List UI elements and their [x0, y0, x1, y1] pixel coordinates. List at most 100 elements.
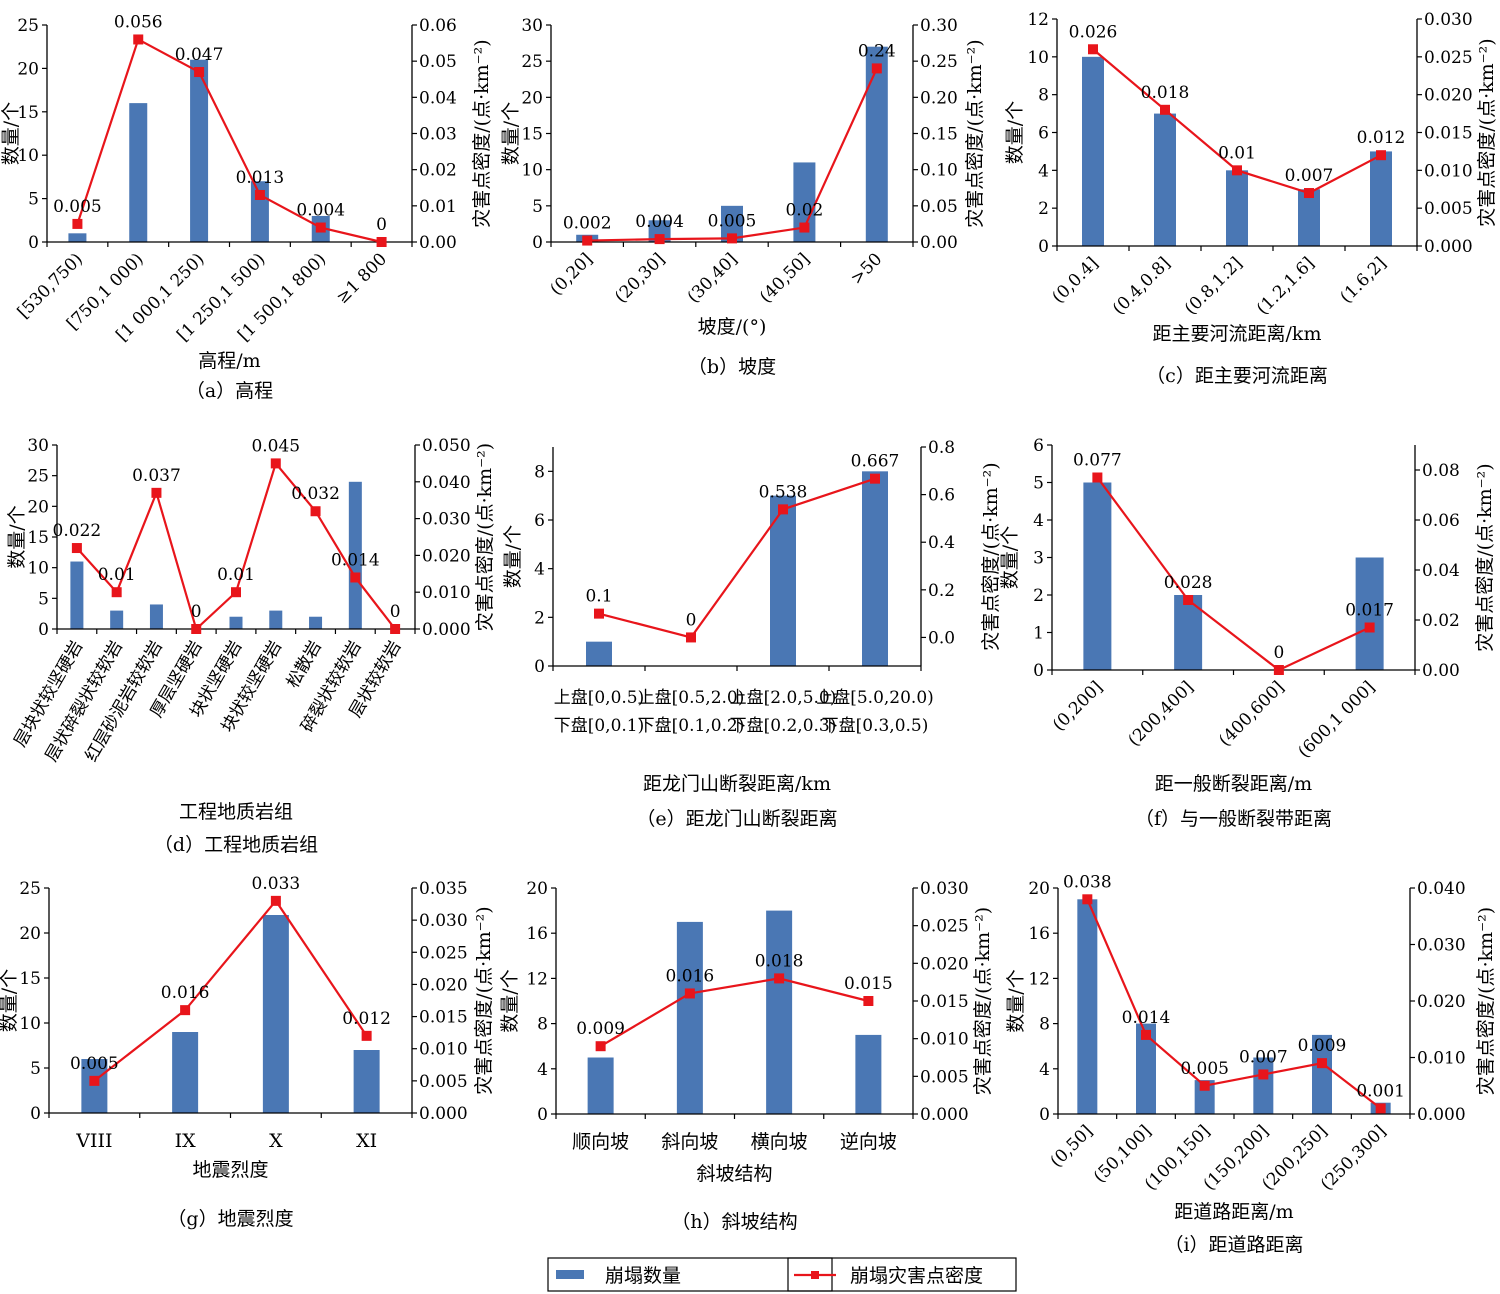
x-tick-label-2: 下盘[0.2,0.3): [730, 716, 837, 736]
y2-axis-label: 灾害点密度/(点·km⁻²): [1476, 38, 1498, 226]
y2-tick-label: 0.03: [419, 125, 457, 145]
chart-e: 0 2 4 6 8 0.0 0.2 0.4 0.6 0.8 上盘[0,0.5) 下盘[0,0.1) 上盘…: [502, 438, 1002, 830]
density-point-a-2: [194, 67, 205, 78]
x-tick-label: 斜向坡: [661, 1131, 718, 1153]
data-label: 0.1: [585, 587, 612, 607]
y-tick-label: 0: [28, 233, 39, 253]
bar-b-3: [793, 162, 816, 242]
density-point-a-0: [72, 218, 83, 229]
y-axis-label: 数量/个: [502, 525, 524, 588]
data-label: 0.015: [844, 974, 893, 994]
y-tick-label: 6: [1038, 124, 1049, 144]
density-point-i-4: [1317, 1058, 1327, 1069]
density-point-g-3: [361, 1030, 372, 1041]
bar-g-1: [172, 1032, 199, 1113]
x-tick-label: 松散岩: [283, 638, 326, 692]
y2-axis-label: 灾害点密度/(点·km⁻²): [474, 443, 496, 631]
bar-i-0: [1077, 899, 1098, 1114]
density-point-i-0: [1082, 894, 1093, 905]
y2-axis-label: 灾害点密度/(点·km⁻²): [980, 462, 1002, 650]
y2-tick-label: 0.010: [422, 583, 471, 603]
data-label: 0.032: [291, 484, 340, 504]
y2-tick-label: 0.000: [419, 1104, 468, 1124]
y2-tick-label: 0.030: [422, 510, 471, 530]
density-point-d-5: [270, 458, 281, 469]
x-axis-label: 距主要河流距离/km: [1153, 323, 1322, 345]
y-tick-label: 8: [1038, 86, 1049, 106]
chart-f: 0 1 2 3 4 5 6 0.00 0.02 0.04 0.06 0.08 (0,200] (200,4…: [999, 436, 1496, 830]
x-tick-label: (40,50]: [756, 249, 814, 307]
x-tick-label: (0.8,1.2]: [1181, 253, 1247, 319]
bar-g-0: [81, 1059, 108, 1113]
data-label: 0: [1273, 643, 1284, 663]
density-point-i-5: [1375, 1103, 1386, 1114]
y-tick-label: 15: [17, 103, 39, 123]
y-tick-label: 20: [17, 59, 39, 79]
y-tick-label: 8: [1039, 1015, 1050, 1035]
x-tick-label: 顺向坡: [572, 1131, 629, 1153]
y-tick-label: 0: [30, 1104, 41, 1124]
y-tick-label: 4: [1039, 1060, 1050, 1080]
data-label: 0.007: [1239, 1047, 1288, 1067]
data-label: 0.009: [1298, 1036, 1347, 1056]
y-tick-label: 5: [38, 589, 49, 609]
data-label: 0.005: [708, 211, 757, 231]
y2-tick-label: 0.030: [1417, 936, 1466, 956]
y2-tick-label: 0.020: [1417, 992, 1466, 1012]
y2-tick-label: 0.08: [1422, 461, 1460, 481]
bar-b-1: [648, 220, 671, 242]
y2-axis-label: 灾害点密度/(点·km⁻²): [1475, 907, 1497, 1095]
data-label: 0.016: [666, 966, 715, 986]
y-axis-label: 数量/个: [999, 526, 1021, 589]
y-tick-label: 12: [526, 969, 548, 989]
y-axis-label: 数量/个: [1004, 101, 1026, 164]
data-label: 0.667: [851, 452, 900, 472]
density-point-b-2: [727, 233, 737, 244]
x-tick-label: 上盘[2.0,5.0): [730, 688, 837, 708]
y-axis-label: 数量/个: [6, 505, 28, 568]
y-tick-label: 8: [537, 1015, 548, 1035]
x-tick-label: (0.4,0.8]: [1109, 253, 1175, 319]
y2-tick-label: 0.05: [419, 52, 457, 72]
data-label: 0.013: [236, 168, 285, 188]
x-axis-label: 距龙门山断裂距离/km: [643, 773, 831, 795]
y2-tick-label: 0.015: [1424, 124, 1473, 144]
x-tick-label: (30,40]: [684, 249, 742, 307]
chart-d: 0510152025300.0000.0100.0200.0300.0400.0…: [6, 436, 496, 856]
density-point-e-3: [870, 473, 880, 484]
bar-g-3: [353, 1050, 380, 1113]
y2-tick-label: 0.020: [422, 546, 471, 566]
subfigure-caption: （c）距主要河流距离: [1146, 365, 1328, 387]
subfigure-caption: （h）斜坡结构: [671, 1211, 797, 1233]
y2-tick-label: 0.02: [419, 161, 457, 181]
y-tick-label: 30: [27, 436, 49, 456]
y2-tick-label: 0.04: [419, 88, 457, 108]
density-line-a: [76, 37, 382, 244]
y2-tick-label: 0.030: [419, 911, 468, 931]
density-line-f: [1096, 476, 1371, 672]
y2-tick-label: 0.000: [920, 1105, 969, 1125]
chart-b: 0 5 10 15 20 25 30 0.00 0.05 0.10 0.15 0.20 0.25 0.30…: [500, 16, 986, 378]
data-label: 0.009: [576, 1019, 625, 1039]
data-label: 0.538: [759, 482, 808, 502]
y2-tick-label: 0.005: [920, 1067, 969, 1087]
bar-a-1: [129, 103, 148, 243]
y2-tick-label: 0.035: [419, 879, 468, 899]
y-tick-label: 5: [30, 1059, 41, 1079]
data-label: 0.056: [114, 12, 163, 32]
y-tick-label: 4: [1038, 161, 1049, 181]
bar-c-2: [1226, 170, 1248, 246]
x-tick-label: 上盘[5.0,20.0): [816, 688, 934, 708]
y2-tick-label: 0.0: [928, 628, 955, 648]
y2-tick-label: 0.000: [1417, 1105, 1466, 1125]
y-tick-label: 5: [532, 197, 543, 217]
bar-d-6: [309, 616, 323, 629]
density-point-a-1: [133, 34, 144, 45]
y2-axis-label: 灾害点密度/(点·km⁻²): [1474, 463, 1496, 651]
bar-e-2: [770, 495, 796, 666]
density-line-g: [93, 899, 368, 1082]
x-tick-label: 上盘[0.5,2.0): [638, 688, 745, 708]
y-tick-label: 10: [1027, 48, 1049, 68]
density-point-a-5: [376, 237, 387, 247]
data-label: 0.022: [53, 521, 102, 541]
